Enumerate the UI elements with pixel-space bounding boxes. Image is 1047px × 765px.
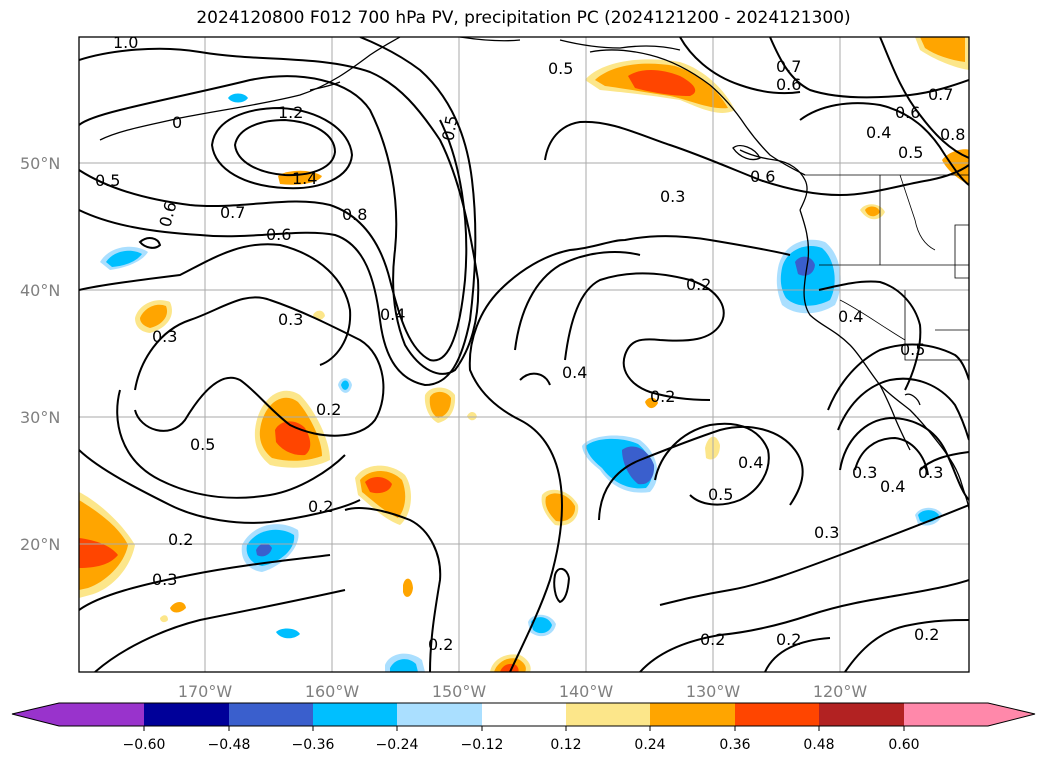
contour-label: 0.3 — [152, 327, 177, 346]
contour-label: 0.6 — [895, 103, 920, 122]
contour-label: 0.5 — [438, 114, 461, 142]
contour-label: 0.2 — [428, 635, 453, 654]
colorbar-extend-low — [12, 703, 59, 726]
contour-label: 1.2 — [278, 103, 303, 122]
contour-label: 0.7 — [928, 85, 953, 104]
contour-label: 0.7 — [776, 57, 801, 76]
contour-label: 0.2 — [776, 630, 801, 649]
lon-label: 130°W — [686, 682, 741, 701]
contour-label: 0.3 — [660, 187, 685, 206]
contour-label: 0.5 — [898, 143, 923, 162]
latitude-labels: 50°N 40°N 30°N 20°N — [20, 154, 60, 554]
map-title: 2024120800 F012 700 hPa PV, precipitatio… — [196, 8, 851, 28]
contour-label: 0.6 — [750, 167, 775, 186]
pv-contours — [79, 37, 969, 672]
colorbar-tick: −0.48 — [208, 737, 251, 753]
contour-label: 0.2 — [650, 387, 675, 406]
contour-label: 0.5 — [95, 171, 120, 190]
contour-label: 0.5 — [900, 340, 925, 359]
coastlines — [99, 37, 969, 511]
lon-label: 150°W — [432, 682, 487, 701]
colorbar-tick: 0.60 — [888, 737, 919, 753]
contour-label: 0.5 — [190, 435, 215, 454]
contour-labels: 1.0 1.2 1.4 0.5 0.6 0.7 0.6 0.8 0.5 0.5 … — [95, 33, 965, 654]
contour-label: 0.4 — [380, 305, 405, 324]
contour-label: 0.8 — [342, 205, 367, 224]
contour-label: 0.3 — [852, 463, 877, 482]
contour-label: 0.4 — [562, 363, 587, 382]
contour-label: 0.3 — [918, 463, 943, 482]
contour-label: 0.3 — [814, 523, 839, 542]
precip-negative-areas — [100, 93, 942, 672]
lat-label: 40°N — [20, 281, 60, 300]
lat-label: 50°N — [20, 154, 60, 173]
precip-positive-areas — [79, 37, 969, 672]
colorbar-tick: −0.60 — [123, 737, 166, 753]
contour-label: 0.2 — [168, 530, 193, 549]
colorbar: −0.60 −0.48 −0.36 −0.24 −0.12 0.12 0.24 … — [11, 702, 1036, 753]
contour-label: 0.4 — [738, 453, 763, 472]
contour-label: 0.3 — [152, 570, 177, 589]
contour-label: 0.4 — [880, 477, 905, 496]
contour-label: 1.0 — [113, 33, 138, 52]
contour-label: 0.2 — [700, 630, 725, 649]
contour-label: 0.2 — [686, 275, 711, 294]
lon-label: 170°W — [178, 682, 233, 701]
map-frame — [78, 36, 970, 673]
contour-label: 0.4 — [866, 123, 891, 142]
lon-label: 140°W — [559, 682, 614, 701]
lat-label: 30°N — [20, 408, 60, 427]
colorbar-extend-high — [988, 703, 1035, 726]
borders — [805, 174, 969, 361]
lon-label: 120°W — [813, 682, 868, 701]
lat-label: 20°N — [20, 535, 60, 554]
longitude-labels: 170°W 160°W 150°W 140°W 130°W 120°W — [178, 682, 868, 701]
lon-label: 160°W — [305, 682, 360, 701]
colorbar-tick: −0.36 — [292, 737, 335, 753]
contour-label: 0.5 — [708, 485, 733, 504]
contour-label: 0.5 — [548, 59, 573, 78]
contour-label: 0.2 — [316, 400, 341, 419]
contour-label: 0.6 — [266, 225, 291, 244]
contour-label: 0.2 — [914, 625, 939, 644]
contour-label: 1.4 — [292, 169, 317, 188]
colorbar-tick: −0.24 — [376, 737, 419, 753]
colorbar-tick: 0.36 — [719, 737, 750, 753]
contour-label: 0.3 — [278, 310, 303, 329]
contour-label: 0.6 — [776, 75, 801, 94]
colorbar-tick: 0.48 — [803, 737, 834, 753]
contour-label: 0.7 — [220, 203, 245, 222]
colorbar-tick: 0.12 — [550, 737, 581, 753]
contour-label: 0 — [172, 113, 182, 132]
contour-label: 0.2 — [308, 497, 333, 516]
contour-label: 0.4 — [838, 307, 863, 326]
colorbar-tick: 0.24 — [634, 737, 665, 753]
colorbar-tick: −0.12 — [461, 737, 504, 753]
map-area — [79, 37, 969, 672]
contour-label: 0.8 — [940, 125, 965, 144]
